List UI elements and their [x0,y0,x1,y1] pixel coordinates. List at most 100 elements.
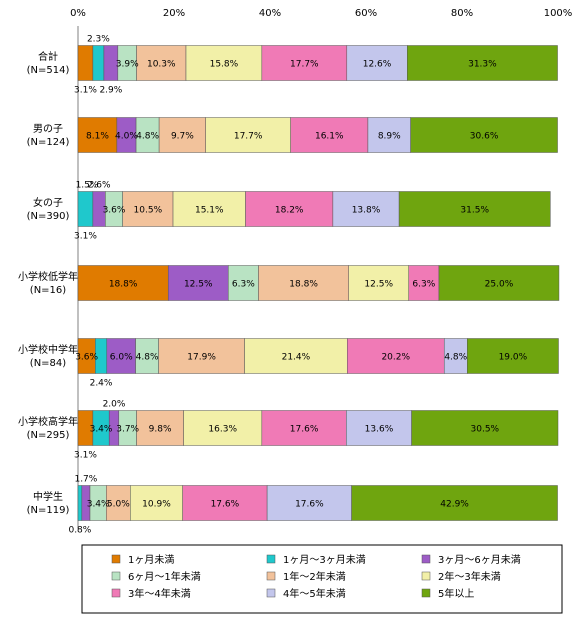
value-label: 17.7% [234,132,263,142]
value-label: 4.8% [136,132,159,142]
category-label: 小学校低学年 [18,270,78,283]
bar-segment [332,191,400,227]
bar-segment [407,45,558,81]
bar-segment [244,338,348,374]
legend-swatch [111,571,121,581]
value-label: 42.9% [440,500,469,510]
bar-segment [183,410,263,446]
bar-segment [346,45,408,81]
value-label: 4.8% [136,353,159,363]
value-label: 6.3% [232,280,255,290]
bar-segment [398,191,551,227]
category-label: 中学生 [33,490,63,503]
legend-swatch [266,554,276,564]
value-label: 13.6% [365,425,394,435]
value-label: 10.3% [147,60,176,70]
value-labels: 3.9% 10.3% 15.8% 17.7% 12.6% 31.3% 3.1% 2.3% 2.9… [68,35,527,536]
value-label: 12.5% [364,280,393,290]
value-label: 17.6% [211,500,240,510]
value-label: 3.1% [74,86,97,96]
bar-segment [438,265,560,301]
value-label: 9.7% [171,132,194,142]
value-label: 1.5% [76,181,99,191]
value-label: 20.2% [381,353,410,363]
legend-label: 2年～3年未満 [438,570,501,583]
legend-swatch [111,554,121,564]
value-label: 19.0% [499,353,528,363]
value-label: 8.9% [378,132,401,142]
bar-segment [467,338,559,374]
category-n-label: (N=295) [27,430,70,441]
bar-segment [346,410,412,446]
category-n-label: (N=514) [27,65,70,76]
bars [77,45,560,521]
value-label: 1.7% [74,475,97,485]
category-n-label: (N=124) [27,137,70,148]
value-label: 6.3% [412,280,435,290]
value-label: 30.6% [470,132,499,142]
value-label: 12.5% [184,280,213,290]
category-n-label: (N=390) [27,211,70,222]
bar-segment [106,338,136,374]
bar-segment [410,117,558,153]
bar-segment [77,191,94,227]
legend-swatch [111,588,121,598]
legend-label: 4年～5年未満 [283,587,346,600]
value-label: 3.4% [90,425,113,435]
category-label: 小学校中学年 [18,343,78,356]
value-label: 17.6% [295,500,324,510]
bar-segment [77,265,169,301]
value-label: 12.6% [363,60,392,70]
bar-segment [122,191,174,227]
bar-segment [261,45,348,81]
value-label: 3.9% [116,60,139,70]
value-label: 13.8% [352,206,381,216]
legend-swatch [266,571,276,581]
x-tick-label: 20% [163,8,185,19]
bar-segment [367,117,411,153]
value-label: 3.1% [74,451,97,461]
bar-segment [205,117,291,153]
bar-segment [348,265,409,301]
value-label: 30.5% [471,425,500,435]
bar-segment [92,45,105,81]
legend-label: 1ヶ月未満 [128,554,174,566]
category-n-label: (N=84) [30,358,66,369]
legend-label: 5年以上 [438,587,474,600]
value-label: 18.8% [109,280,138,290]
legend: 1ヶ月未満 1ヶ月～3ヶ月未満 3ヶ月～6ヶ月未満 6ヶ月～1年未満 1年～2年未満 2年… [81,544,563,614]
legend-label: 3年～4年未満 [128,587,191,600]
legend-label: 1ヶ月～3ヶ月未満 [283,554,366,566]
value-label: 2.3% [87,35,110,45]
value-label: 2.9% [99,86,122,96]
category-n-label: (N=119) [27,505,70,516]
category-n-label: (N=16) [30,285,66,296]
value-label: 31.3% [468,60,497,70]
legend-label: 1年～2年未満 [283,570,346,583]
category-label: 男の子 [33,123,63,135]
value-label: 16.1% [315,132,344,142]
value-label: 9.8% [149,425,172,435]
legend-swatch [421,554,431,564]
value-label: 15.1% [195,206,224,216]
bar-segment [77,45,94,81]
bar-segment [136,410,184,446]
value-label: 17.7% [290,60,319,70]
bar-segment [245,191,334,227]
bar-segment [106,485,131,521]
value-label: 3.1% [74,232,97,242]
bar-segment [261,410,347,446]
value-label: 8.1% [86,132,109,142]
x-tick-label: 60% [355,8,377,19]
value-label: 21.4% [282,353,311,363]
category-label: 小学校高学年 [18,415,78,428]
bar-segment [172,191,246,227]
x-tick-label: 0% [70,8,86,19]
bar-segment [351,485,558,521]
value-label: 3.7% [116,425,139,435]
bar-segment [227,265,259,301]
value-label: 2.6% [88,181,111,191]
legend-swatch [421,571,431,581]
bar-segment [347,338,445,374]
